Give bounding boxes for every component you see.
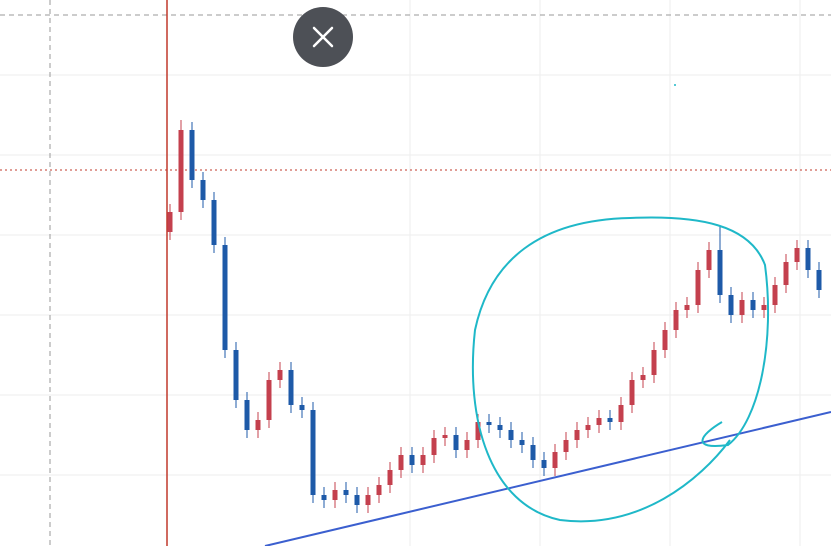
candle-body (519, 440, 525, 445)
candle-body (442, 435, 448, 438)
candle-body (211, 200, 217, 245)
candle-body (640, 375, 646, 380)
candle-body (222, 245, 228, 350)
candle-body (354, 495, 360, 505)
candle-body (299, 405, 305, 410)
candle-body (288, 370, 294, 405)
candle-body (200, 180, 206, 200)
candle-body (266, 380, 272, 420)
candle-body (398, 455, 404, 470)
candle-body (761, 305, 767, 310)
candle-body (684, 305, 690, 310)
candle-body (420, 455, 426, 465)
candle-body (464, 440, 470, 450)
candle-body (563, 440, 569, 452)
candle-body (376, 485, 382, 495)
candle-body (629, 380, 635, 405)
candle-body (244, 400, 250, 430)
dot (674, 84, 676, 86)
candle-body (772, 285, 778, 305)
candle-body (618, 405, 624, 422)
candle-body (277, 370, 283, 380)
candle-body (189, 130, 195, 180)
hand-drawn-circle (471, 216, 770, 523)
candle-body (541, 460, 547, 468)
candle-body (508, 430, 514, 440)
candle-body (233, 350, 239, 400)
candle-body (662, 330, 668, 350)
candle-body (255, 420, 261, 430)
candle-body (453, 435, 459, 450)
candle-body (574, 430, 580, 440)
candle-body (486, 422, 492, 425)
candle-body (321, 495, 327, 500)
candle-body (387, 470, 393, 485)
candle-body (728, 295, 734, 315)
candle-body (310, 410, 316, 495)
candle-body (695, 270, 701, 305)
candle-body (343, 490, 349, 495)
candle-body (783, 262, 789, 285)
candle-body (607, 418, 613, 422)
candle-body (530, 445, 536, 460)
close-icon[interactable] (312, 26, 334, 48)
candle-body (706, 250, 712, 270)
candle-body (332, 490, 338, 500)
candle-body (497, 425, 503, 430)
candle-body (739, 300, 745, 315)
candle-body (651, 350, 657, 375)
candle-body (794, 248, 800, 262)
candles (167, 120, 822, 513)
close-button[interactable] (293, 7, 353, 67)
trend-line (264, 411, 831, 546)
candle-body (475, 422, 481, 440)
candle-body (365, 495, 371, 505)
candle-body (805, 248, 811, 270)
candle-body (596, 418, 602, 425)
candle-body (673, 310, 679, 330)
candle-body (816, 270, 822, 290)
candle-body (585, 425, 591, 430)
candle-body (750, 300, 756, 310)
candle-body (552, 452, 558, 468)
candle-body (717, 250, 723, 295)
candle-body (409, 455, 415, 465)
candle-body (178, 130, 184, 212)
candle-body (167, 212, 173, 232)
candle-body (431, 438, 437, 455)
